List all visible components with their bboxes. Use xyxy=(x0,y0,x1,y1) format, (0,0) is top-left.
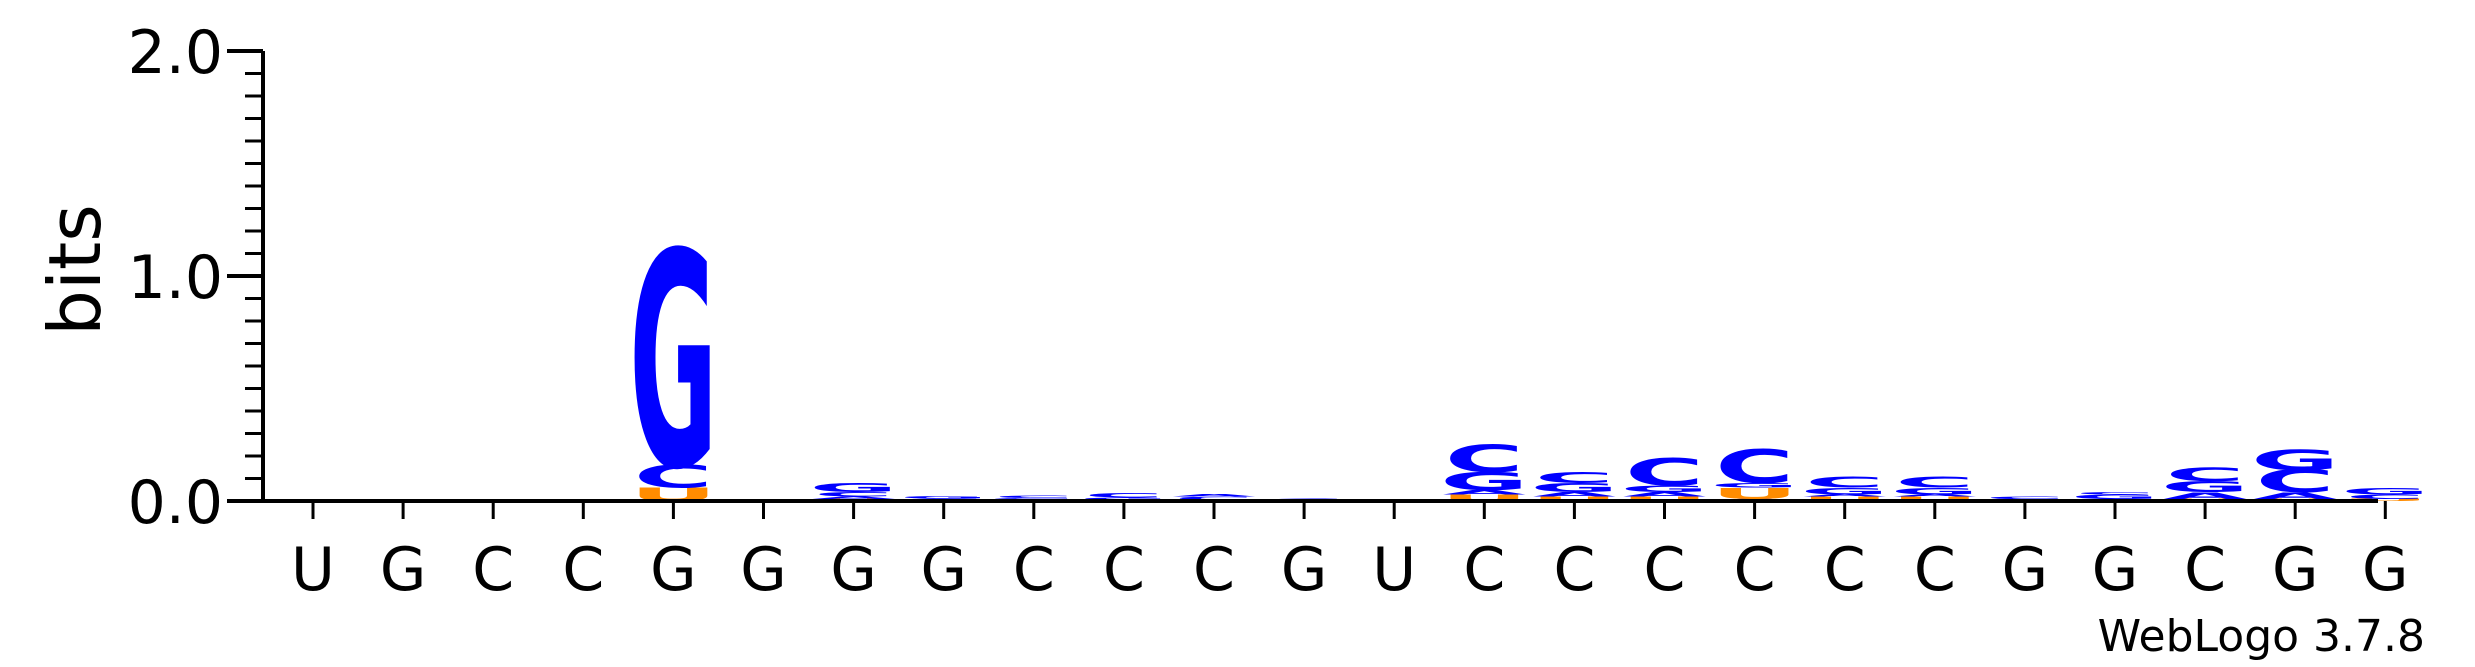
x-tick-label: G xyxy=(2092,535,2139,605)
x-tick-label: C xyxy=(472,535,514,605)
logo-letter-a: A xyxy=(1533,491,1616,498)
logo-letter-a: A xyxy=(1172,494,1255,498)
axes-layer: 0.01.02.0U G C C G G G G C C C G U C C C C C C G G C G G xyxy=(128,18,2409,605)
logo-letter-u: U xyxy=(1801,495,1888,502)
logo-letter-c: C xyxy=(1445,437,1524,480)
x-tick-label: G xyxy=(650,535,697,605)
logo-letter-c: C xyxy=(2166,464,2245,486)
logo-letter-u: U xyxy=(1531,495,1618,502)
x-tick-label: G xyxy=(920,535,967,605)
logo-letter-a: A xyxy=(1443,489,1526,496)
logo-letter-c: C xyxy=(1084,492,1163,499)
logo-letter-g: G xyxy=(1891,486,1979,497)
logo-letter-c: C xyxy=(1985,496,2064,500)
logo-letter-g: G xyxy=(1801,486,1889,497)
logo-letter-u: U xyxy=(1621,495,1708,502)
logo-letter-u: U xyxy=(1711,485,1798,503)
logo-glyph-layer: UCGUUACGUCGAGCAGCGCACUAGCUAGCUAGCAUGCUAG… xyxy=(629,190,2429,536)
x-tick-label: G xyxy=(2272,535,2319,605)
logo-letter-a: A xyxy=(1803,494,1886,498)
logo-letter-g: G xyxy=(1080,497,1168,501)
x-tick-label: C xyxy=(1914,535,1956,605)
weblogo-credit: WebLogo 3.7.8 xyxy=(2098,611,2425,662)
logo-letter-g: G xyxy=(2341,486,2429,497)
x-tick-label: C xyxy=(562,535,604,605)
logo-letter-c: C xyxy=(814,491,893,498)
logo-letter-c: C xyxy=(1805,473,1884,491)
y-tick-label: 2.0 xyxy=(128,18,223,88)
logo-letter-g: G xyxy=(2161,478,2249,496)
x-tick-label: G xyxy=(2362,535,2409,605)
logo-letter-g: G xyxy=(629,190,717,536)
logo-letter-g: G xyxy=(2071,493,2159,500)
logo-letter-c: C xyxy=(634,459,713,495)
x-tick-label: C xyxy=(2184,535,2226,605)
x-tick-label: C xyxy=(1193,535,1235,605)
y-tick-label: 0.0 xyxy=(128,468,223,538)
x-tick-label: G xyxy=(830,535,877,605)
x-tick-label: C xyxy=(1824,535,1866,605)
logo-letter-g: G xyxy=(809,481,897,495)
x-tick-label: G xyxy=(740,535,787,605)
x-tick-label: C xyxy=(1013,535,1055,605)
logo-letter-u: U xyxy=(1441,493,1528,504)
x-tick-label: U xyxy=(1372,535,1416,605)
x-tick-label: G xyxy=(380,535,427,605)
logo-letter-g: G xyxy=(900,496,988,500)
x-tick-label: C xyxy=(1553,535,1595,605)
logo-letter-g: G xyxy=(990,498,1078,501)
logo-letter-g: G xyxy=(1440,467,1528,496)
x-tick-label: G xyxy=(2002,535,2049,605)
logo-letter-g: G xyxy=(2251,444,2339,476)
y-axis-label: bits xyxy=(33,204,117,335)
logo-letter-g: G xyxy=(1530,481,1618,495)
logo-letter-u: U xyxy=(2342,498,2429,502)
logo-letter-u: U xyxy=(1891,495,1978,502)
x-tick-label: U xyxy=(291,535,335,605)
logo-letter-g: G xyxy=(1620,484,1708,495)
logo-letter-c: C xyxy=(994,495,1073,499)
logo-letter-g: G xyxy=(1710,482,1798,489)
logo-letter-a: A xyxy=(1623,491,1706,498)
logo-letter-c: C xyxy=(2075,491,2154,495)
x-tick-label: G xyxy=(1281,535,1328,605)
logo-letter-c: C xyxy=(1174,495,1253,500)
logo-letter-a: A xyxy=(812,496,895,500)
logo-letter-a: A xyxy=(1893,494,1976,498)
x-tick-label: C xyxy=(1103,535,1145,605)
y-tick-label: 1.0 xyxy=(128,243,223,313)
logo-letter-c: C xyxy=(2256,463,2335,499)
x-tick-label: C xyxy=(1463,535,1505,605)
logo-letter-c: C xyxy=(1715,440,1794,494)
logo-letter-c: C xyxy=(2346,493,2425,500)
logo-letter-a: A xyxy=(2254,490,2337,501)
logo-letter-a: A xyxy=(2163,490,2246,501)
x-tick-label: C xyxy=(1734,535,1776,605)
logo-letter-c: C xyxy=(1895,473,1974,491)
x-tick-label: C xyxy=(1644,535,1686,605)
logo-letter-c: C xyxy=(1535,469,1614,487)
logo-letter-c: C xyxy=(1625,451,1704,494)
